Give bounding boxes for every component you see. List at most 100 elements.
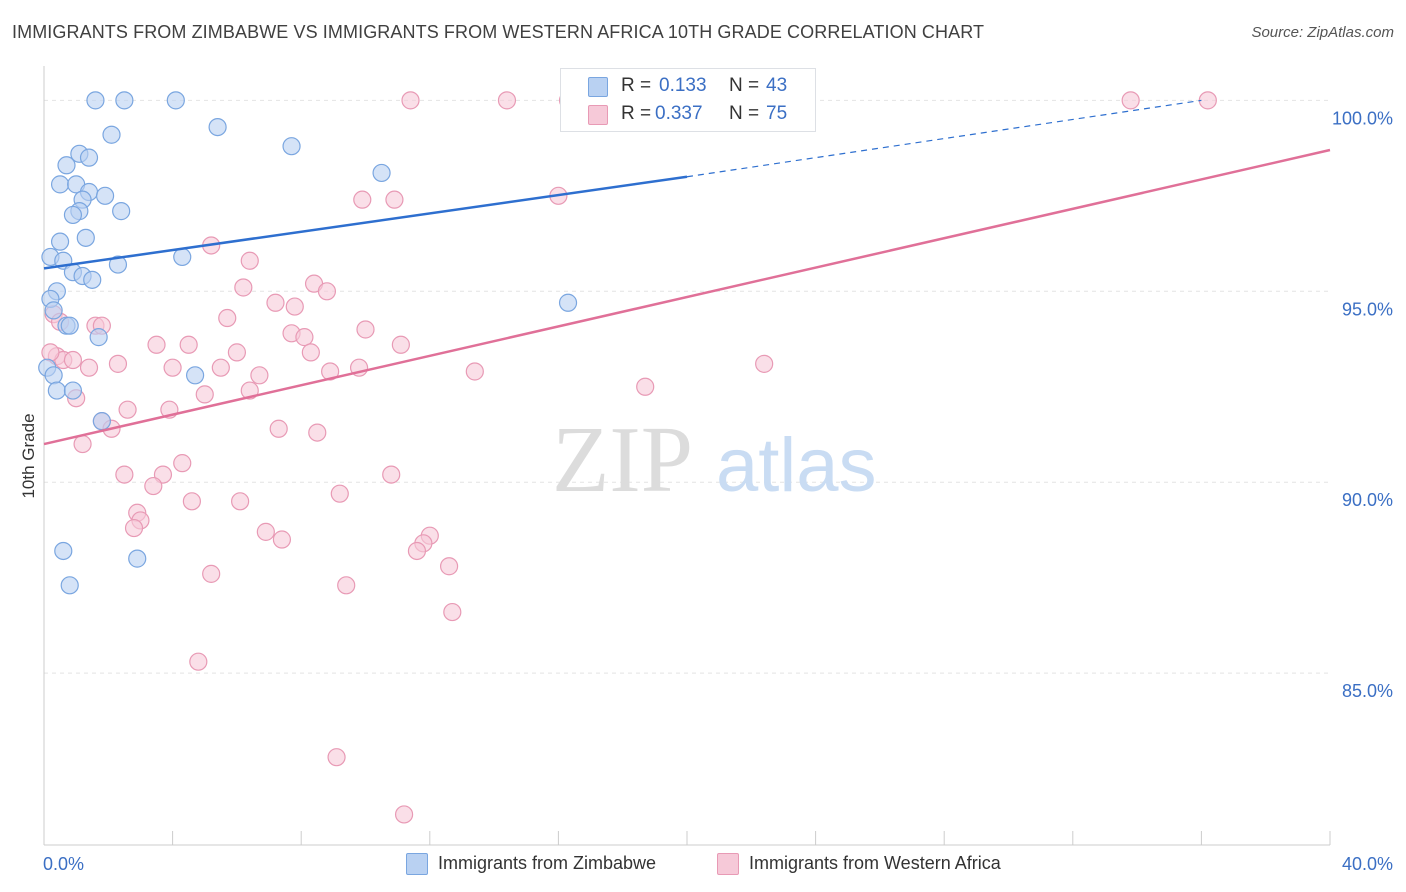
y-tick-labels: 85.0% 90.0% 95.0% 100.0% xyxy=(1332,108,1393,701)
gridlines xyxy=(44,99,1330,674)
source-label: Source: ZipAtlas.com xyxy=(1251,24,1394,41)
western-africa-point xyxy=(755,354,774,373)
western-africa-point xyxy=(195,385,214,404)
western-africa-point xyxy=(115,465,134,484)
western-africa-point xyxy=(272,530,292,549)
legend-swatch-western-africa xyxy=(717,853,739,875)
western-africa-point xyxy=(636,377,655,396)
western-africa-point xyxy=(497,91,517,110)
watermark: ZIP atlas xyxy=(552,408,877,512)
western-africa-point xyxy=(407,541,427,561)
western-africa-point xyxy=(202,564,221,583)
y-tick-label: 85.0% xyxy=(1342,681,1393,701)
western-africa-point xyxy=(63,350,83,370)
series-zimbabwe-points xyxy=(38,91,578,595)
watermark-zip: ZIP xyxy=(552,408,693,512)
western-africa-point xyxy=(79,358,99,377)
y-tick-label: 100.0% xyxy=(1332,108,1393,128)
western-africa-point xyxy=(182,492,201,511)
zimbabwe-point xyxy=(166,91,185,110)
zimbabwe-point xyxy=(112,202,131,221)
zimbabwe-point xyxy=(558,293,578,312)
zimbabwe-point xyxy=(50,175,70,194)
axes xyxy=(43,66,1331,846)
western-africa-point xyxy=(227,343,246,362)
western-africa-point xyxy=(394,805,414,824)
zimbabwe-point xyxy=(108,255,128,274)
legend-r-label: R = xyxy=(621,103,652,124)
series-legend: Immigrants from Zimbabwe Immigrants from… xyxy=(0,852,1406,878)
zimbabwe-trend-extension xyxy=(686,99,1202,178)
zimbabwe-point xyxy=(83,270,102,289)
western-africa-point xyxy=(179,335,198,354)
western-africa-point xyxy=(118,400,137,419)
western-africa-point xyxy=(1121,91,1140,110)
legend-n-value-zimbabwe: 43 xyxy=(766,75,788,96)
chart-title: IMMIGRANTS FROM ZIMBABWE VS IMMIGRANTS F… xyxy=(12,22,985,42)
zimbabwe-point xyxy=(115,91,134,110)
zimbabwe-point xyxy=(63,205,83,225)
western-africa-point xyxy=(41,343,60,362)
legend-swatch-zimbabwe xyxy=(588,77,608,97)
y-tick-label: 95.0% xyxy=(1342,299,1393,319)
western-africa-point xyxy=(250,366,269,385)
zimbabwe-trend-line xyxy=(43,175,688,270)
zimbabwe-point xyxy=(102,125,121,144)
zimbabwe-point xyxy=(57,156,76,175)
western-africa-point xyxy=(1198,91,1217,110)
western-africa-point xyxy=(124,518,144,538)
western-africa-point xyxy=(285,297,304,316)
zimbabwe-point xyxy=(128,549,147,568)
western-africa-point xyxy=(317,282,337,301)
western-africa-point xyxy=(391,335,410,354)
western-africa-point xyxy=(330,484,349,503)
zimbabwe-point xyxy=(372,163,391,183)
x-tick-label-max: 40.0% xyxy=(1342,854,1393,874)
legend-n-label: N = xyxy=(729,103,760,124)
western-africa-point xyxy=(240,251,259,270)
western-africa-point xyxy=(321,362,340,381)
zimbabwe-point xyxy=(47,381,66,400)
western-africa-point xyxy=(108,354,128,373)
western-africa-point xyxy=(189,652,208,671)
western-africa-point xyxy=(269,419,288,438)
western-africa-point xyxy=(465,362,484,381)
legend-row-western-africa: R = 0.337 N = 75 xyxy=(561,101,815,129)
legend-r-label: R = xyxy=(621,75,652,96)
zimbabwe-point xyxy=(60,576,79,595)
legend-n-value-western-africa: 75 xyxy=(766,103,788,124)
zimbabwe-point xyxy=(208,117,227,137)
zimbabwe-point xyxy=(79,148,99,167)
western-africa-point xyxy=(173,454,192,473)
zimbabwe-point xyxy=(44,301,63,320)
legend-swatch-zimbabwe xyxy=(406,853,428,875)
zimbabwe-point xyxy=(86,91,105,110)
western-africa-point xyxy=(295,328,314,347)
western-africa-point xyxy=(443,602,462,622)
zimbabwe-point xyxy=(76,228,95,247)
legend-r-value-western-africa: 0.337 xyxy=(655,103,703,124)
western-africa-point xyxy=(144,476,163,496)
western-africa-point xyxy=(218,308,237,328)
western-africa-point xyxy=(337,576,356,595)
zimbabwe-point xyxy=(63,381,83,400)
western-africa-trend-line xyxy=(43,148,1331,446)
western-africa-point xyxy=(234,278,253,297)
legend-label-zimbabwe: Immigrants from Zimbabwe xyxy=(438,853,657,873)
western-africa-point xyxy=(301,343,320,362)
western-africa-point xyxy=(327,748,346,767)
western-africa-point xyxy=(439,557,459,576)
western-africa-point xyxy=(163,358,182,377)
zimbabwe-point xyxy=(282,137,301,156)
legend-row-zimbabwe: R = 0.133 N = 43 xyxy=(561,73,815,101)
western-africa-point xyxy=(211,358,230,377)
x-tick-label-min: 0.0% xyxy=(43,854,84,874)
zimbabwe-point xyxy=(89,328,108,347)
zimbabwe-point xyxy=(54,541,73,561)
zimbabwe-point xyxy=(173,247,192,267)
zimbabwe-point xyxy=(95,186,115,205)
correlation-legend: R = 0.133 N = 43 R = 0.337 N = 75 xyxy=(560,68,816,132)
western-africa-point xyxy=(401,91,420,110)
legend-r-value-zimbabwe: 0.133 xyxy=(659,75,707,96)
